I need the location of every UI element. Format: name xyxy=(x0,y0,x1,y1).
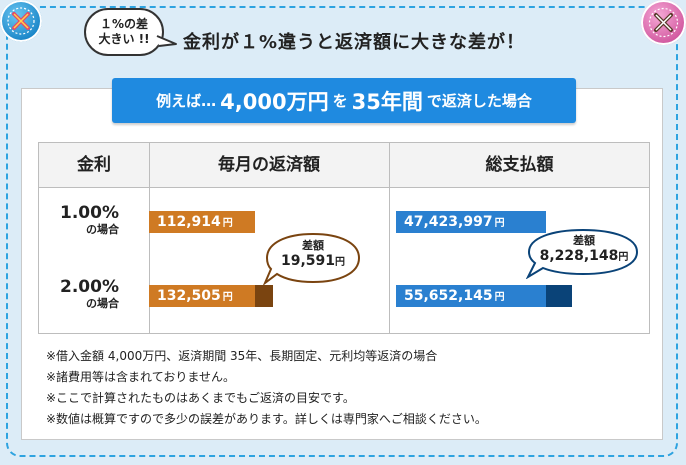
bubble-line-1: １%の差 xyxy=(99,17,149,31)
monthly-bar-label: 132,505 xyxy=(157,288,221,304)
monthly-diff-value: 19,591 xyxy=(280,253,336,269)
monthly-diff-bubble-shape xyxy=(263,232,361,285)
banner-suffix: で返済した場合 xyxy=(426,92,532,110)
header-monthly: 毎月の返済額 xyxy=(218,155,320,175)
footnote: ※ここで計算されたものはあくまでもご返済の目安です。 xyxy=(46,391,355,405)
monthly-diff-bubble: 差額 19,591円 xyxy=(269,239,357,271)
scenario-banner: 例えば… 4,000万円 を 35年間 で返済した場合 xyxy=(112,78,576,123)
monthly-diff-label: 差額 xyxy=(302,239,324,252)
total-diff-value: 8,228,148 xyxy=(539,248,619,264)
footnote: ※数値は概算ですので多少の誤差があります。詳しくは専門家へご相談ください。 xyxy=(46,412,487,426)
rate-value: 1.00% xyxy=(60,203,119,223)
total-diff-unit: 円 xyxy=(618,252,629,263)
bubble-line-2: 大きい !! xyxy=(98,32,150,46)
header-total: 総支払額 xyxy=(485,155,554,175)
total-bar: 55,652,145 円 xyxy=(396,285,546,307)
rate-sublabel: の場合 xyxy=(86,297,119,310)
bar-unit: 円 xyxy=(222,292,233,303)
bar-unit: 円 xyxy=(222,218,233,229)
rate-label: 1.00% の場合 xyxy=(39,203,119,236)
header-rate: 金利 xyxy=(77,155,111,175)
dashed-frame xyxy=(6,6,678,457)
monthly-bar: 112,914 円 xyxy=(149,211,255,233)
speech-bubble: １%の差 大きい !! xyxy=(84,8,164,56)
total-diff-label: 差額 xyxy=(573,234,595,247)
column-divider xyxy=(149,143,150,333)
bar-unit: 円 xyxy=(494,218,505,229)
comparison-table: 金利 毎月の返済額 総支払額 1.00% の場合 2.00% の場合 112,914 円 1… xyxy=(38,142,650,334)
headline: 金利が１%違うと返済額に大きな差が！ xyxy=(183,32,526,53)
monthly-diff-unit: 円 xyxy=(335,257,346,268)
footnotes: ※借入金額 4,000万円、返済期間 35年、長期固定、元利均等返済の場合 ※諸… xyxy=(46,346,487,430)
total-diff-bubble: 差額 8,228,148円 xyxy=(528,234,640,266)
bubble-tail xyxy=(156,35,177,47)
banner-mid: を xyxy=(332,92,348,110)
rate-sublabel: の場合 xyxy=(86,223,119,236)
rate-value: 2.00% xyxy=(60,277,119,297)
total-diff-bubble-shape xyxy=(525,228,639,279)
total-bar-label: 55,652,145 xyxy=(404,288,493,304)
total-bar-label: 47,423,997 xyxy=(404,214,493,230)
footnote: ※諸費用等は含まれておりません。 xyxy=(46,370,235,384)
total-bar: 47,423,997 円 xyxy=(396,211,546,233)
rate-label: 2.00% の場合 xyxy=(39,277,119,310)
banner-term: 35年間 xyxy=(351,89,423,114)
cross-stitch-button-icon xyxy=(641,0,686,45)
total-difference-bar xyxy=(545,285,572,307)
bar-unit: 円 xyxy=(494,292,505,303)
column-divider xyxy=(389,143,390,333)
monthly-difference-bar xyxy=(254,285,273,307)
monthly-bar-label: 112,914 xyxy=(157,214,221,230)
cross-stitch-button-icon xyxy=(0,0,42,42)
table-header: 金利 毎月の返済額 総支払額 xyxy=(39,143,649,188)
monthly-bar: 132,505 円 xyxy=(149,285,255,307)
footnote: ※借入金額 4,000万円、返済期間 35年、長期固定、元利均等返済の場合 xyxy=(46,349,438,363)
banner-prefix: 例えば… xyxy=(156,92,217,110)
banner-amount: 4,000万円 xyxy=(220,89,329,114)
